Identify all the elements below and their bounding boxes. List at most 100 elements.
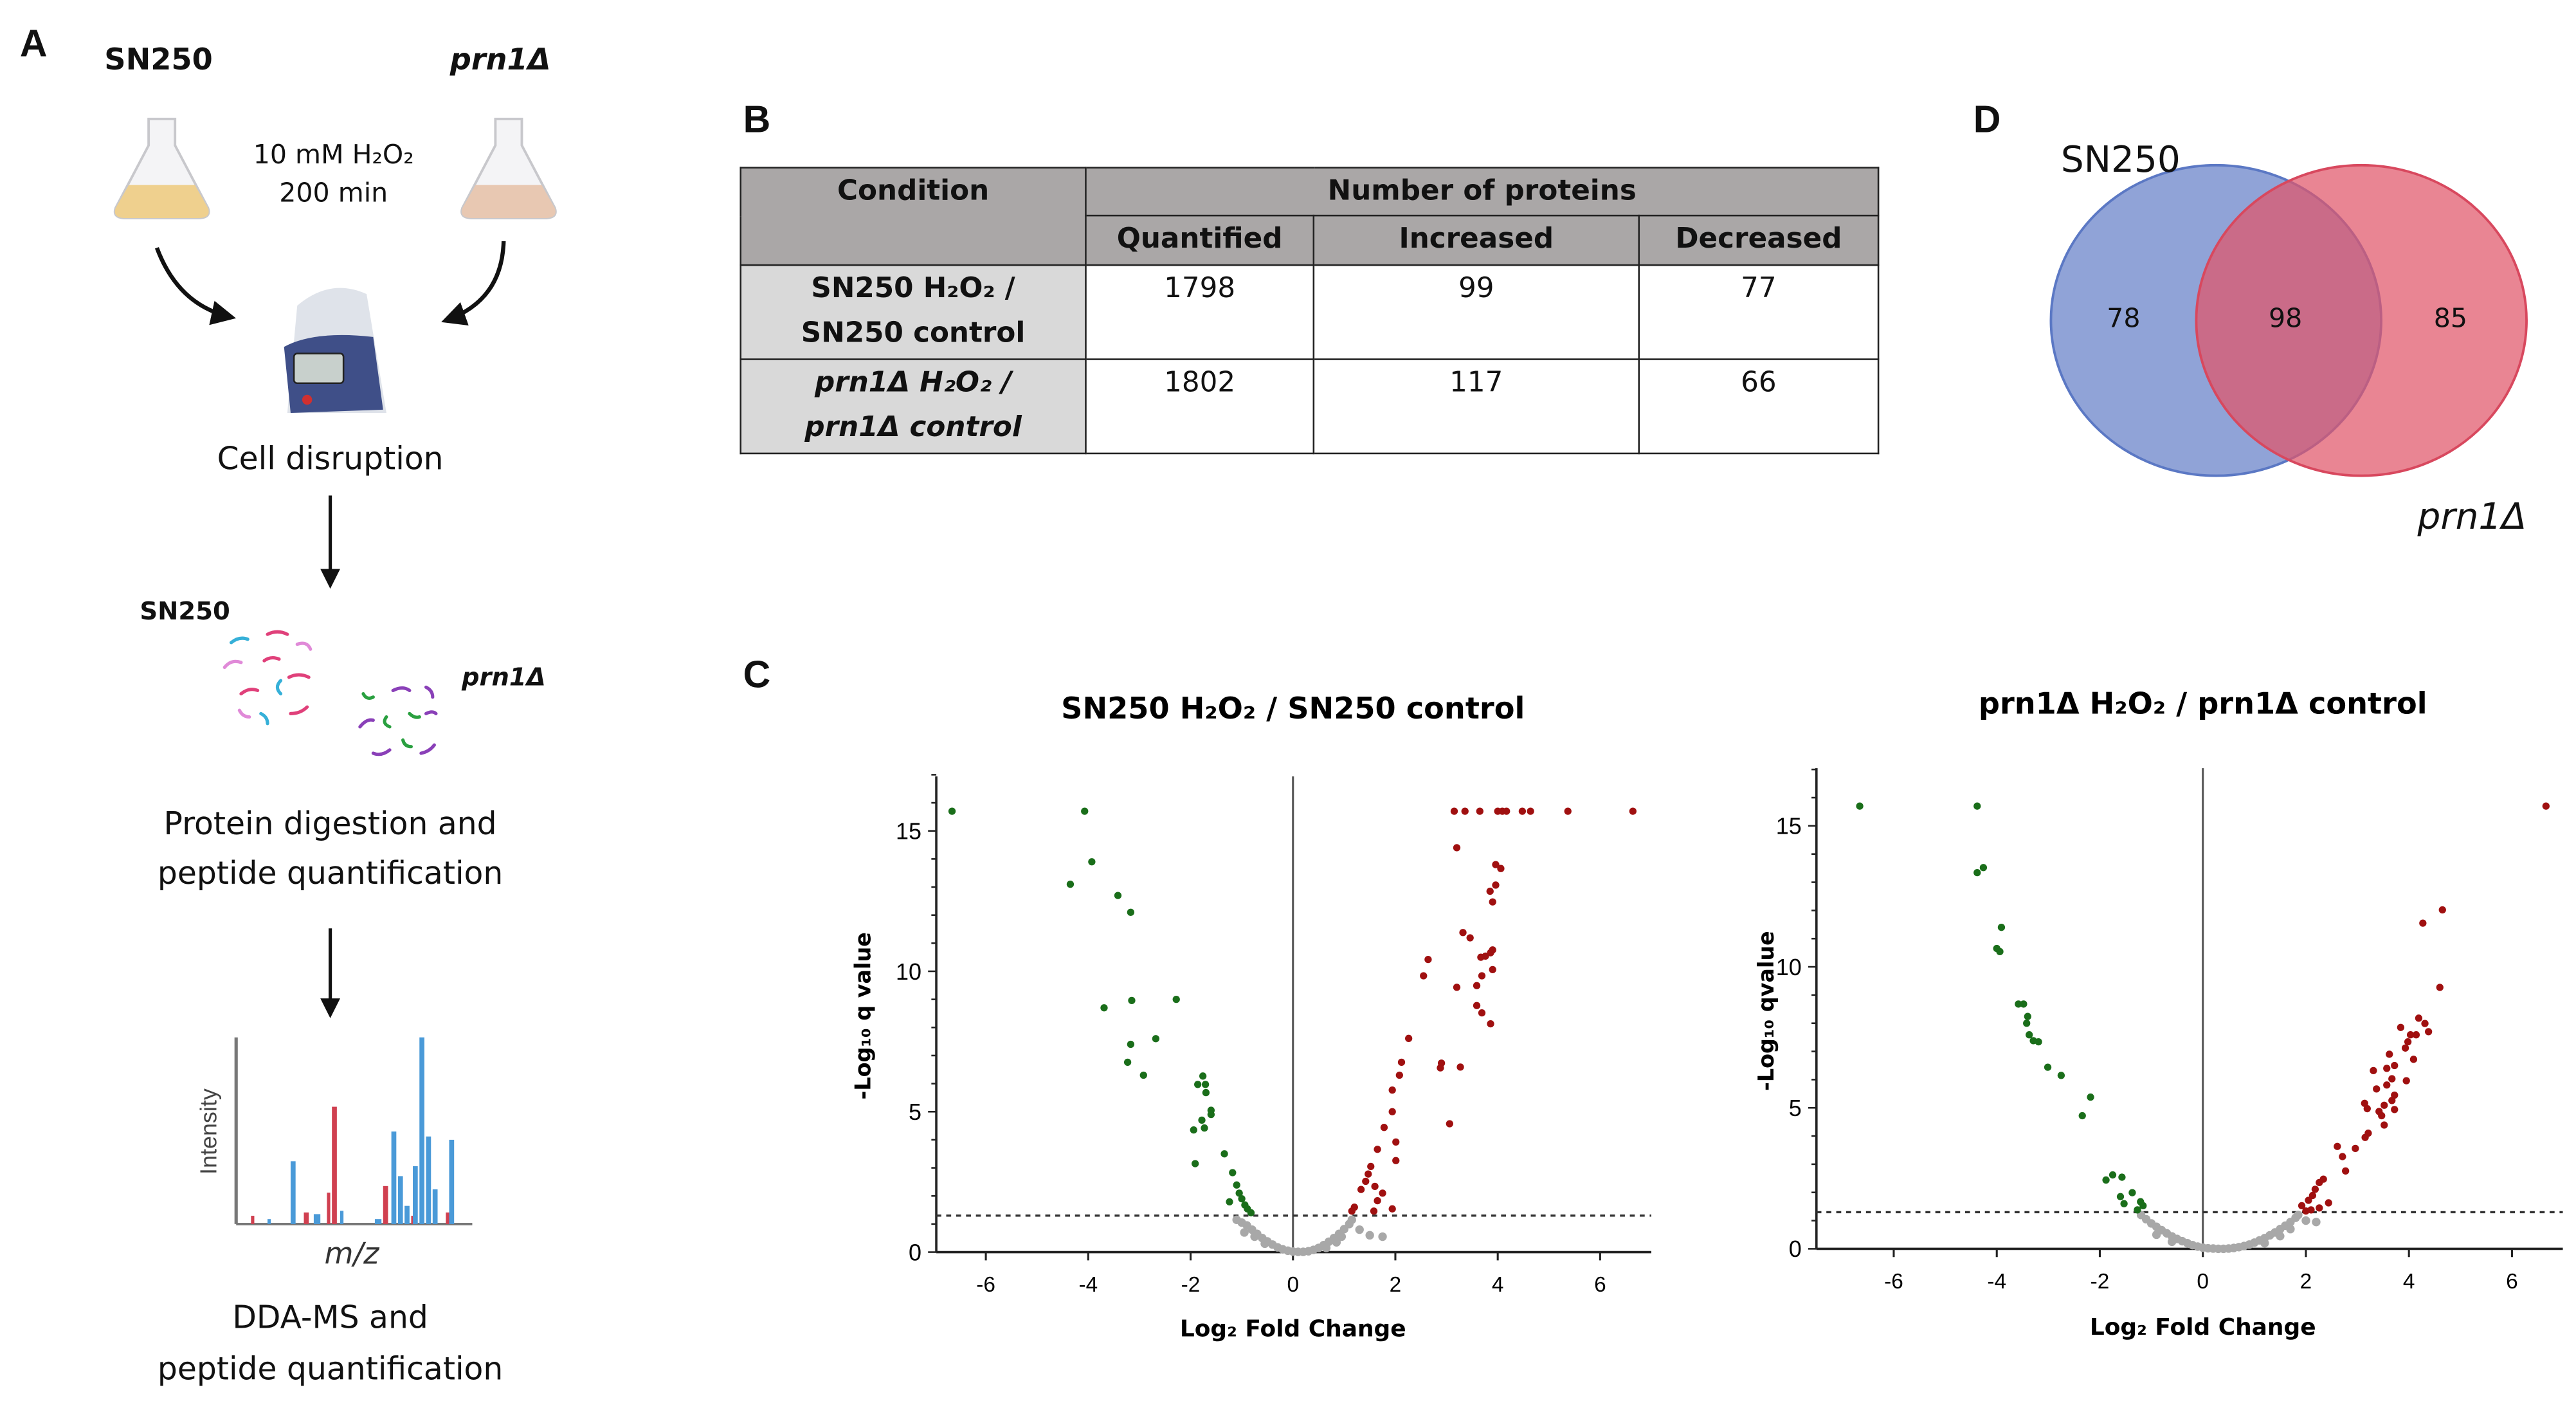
x-tick-label: 6 bbox=[2506, 1270, 2518, 1294]
data-point-decreased bbox=[1081, 807, 1089, 815]
data-point-not-significant bbox=[2286, 1225, 2295, 1234]
data-point-decreased bbox=[1152, 1035, 1160, 1043]
data-point-increased bbox=[1487, 1020, 1494, 1028]
panel-letter-d: D bbox=[1973, 98, 2001, 140]
step-ms-line2: peptide quantification bbox=[158, 1350, 503, 1387]
data-point-increased bbox=[2381, 1121, 2388, 1129]
data-point-increased bbox=[1473, 1002, 1481, 1009]
digest-strain-1: SN250 bbox=[140, 597, 230, 626]
data-point-increased bbox=[2419, 919, 2427, 927]
data-point-not-significant bbox=[1321, 1243, 1331, 1252]
data-point-increased bbox=[2409, 1056, 2418, 1063]
data-point-not-significant bbox=[1250, 1232, 1259, 1241]
data-point-increased bbox=[1518, 807, 1527, 815]
data-point-decreased bbox=[1139, 1071, 1147, 1079]
data-point-increased bbox=[2401, 1044, 2409, 1052]
data-point-decreased bbox=[2109, 1171, 2117, 1179]
header-condition: Condition bbox=[739, 167, 1087, 266]
panel-letter-b: B bbox=[743, 98, 771, 140]
data-point-increased bbox=[2542, 802, 2550, 810]
data-point-decreased bbox=[1973, 868, 1981, 877]
data-point-increased bbox=[2334, 1142, 2341, 1150]
treatment-duration: 200 min bbox=[279, 177, 388, 208]
x-tick-label: 2 bbox=[2300, 1270, 2312, 1294]
data-point-decreased bbox=[948, 807, 956, 815]
data-point-decreased bbox=[1979, 864, 1988, 872]
data-point-increased bbox=[2361, 1133, 2369, 1141]
data-point-increased bbox=[1374, 1197, 1381, 1205]
data-point-decreased bbox=[1194, 1081, 1202, 1088]
data-point-increased bbox=[1392, 1157, 1400, 1164]
data-point-decreased bbox=[2128, 1189, 2136, 1196]
x-tick-label: -6 bbox=[976, 1273, 995, 1297]
data-point-increased bbox=[2391, 1061, 2399, 1070]
data-point-decreased bbox=[1997, 924, 2006, 931]
data-point-increased bbox=[2402, 1077, 2410, 1085]
venn-diagram: SN250 prn1Δ 78 98 85 bbox=[2049, 139, 2528, 538]
data-point-decreased bbox=[1996, 948, 2004, 956]
data-point-decreased bbox=[2102, 1176, 2110, 1184]
digest-strain-2: prn1Δ bbox=[461, 663, 546, 692]
data-point-decreased bbox=[1172, 995, 1180, 1003]
arrow-icon bbox=[154, 247, 237, 325]
data-point-increased bbox=[1371, 1182, 1379, 1191]
data-point-not-significant bbox=[1355, 1225, 1364, 1234]
cell-quantified: 1798 bbox=[1085, 264, 1315, 360]
homogenizer-device-icon bbox=[284, 288, 386, 413]
data-point-decreased bbox=[1973, 802, 1981, 810]
data-point-increased bbox=[2316, 1178, 2323, 1187]
data-point-increased bbox=[1487, 949, 1494, 957]
data-point-increased bbox=[1374, 1146, 1381, 1153]
data-point-increased bbox=[2298, 1202, 2306, 1209]
data-point-not-significant bbox=[2312, 1218, 2321, 1227]
data-point-increased bbox=[2424, 1028, 2433, 1036]
data-point-decreased bbox=[2026, 1031, 2033, 1039]
cell-decreased: 77 bbox=[1638, 264, 1880, 360]
data-point-decreased bbox=[1247, 1209, 1255, 1217]
data-point-decreased bbox=[1123, 1058, 1132, 1067]
data-point-increased bbox=[1486, 887, 1494, 895]
data-point-increased bbox=[1489, 966, 1496, 974]
header-increased: Increased bbox=[1312, 214, 1640, 266]
condition-line1: prn1Δ H₂O₂ / bbox=[814, 367, 1012, 400]
data-point-increased bbox=[2316, 1204, 2323, 1212]
data-point-increased bbox=[1466, 934, 1474, 942]
data-point-increased bbox=[1446, 1120, 1453, 1128]
data-point-decreased bbox=[2134, 1206, 2141, 1214]
data-point-increased bbox=[2412, 1031, 2420, 1039]
data-point-increased bbox=[1388, 1205, 1396, 1213]
data-point-increased bbox=[2421, 1020, 2429, 1027]
spectrum-ylabel: Intensity bbox=[195, 1088, 221, 1175]
row-condition: prn1Δ H₂O₂ / prn1Δ control bbox=[739, 358, 1087, 455]
data-point-increased bbox=[1527, 807, 1534, 815]
data-point-decreased bbox=[2139, 1202, 2147, 1209]
data-point-decreased bbox=[1233, 1181, 1240, 1189]
x-tick-label: 6 bbox=[1594, 1273, 1606, 1297]
peptide-fragments-prn1-icon bbox=[358, 685, 438, 756]
plot-title: prn1Δ H₂O₂ / prn1Δ control bbox=[1979, 686, 2427, 720]
data-point-decreased bbox=[2116, 1193, 2125, 1200]
data-point-decreased bbox=[2118, 1173, 2126, 1181]
data-point-decreased bbox=[1241, 1201, 1249, 1209]
venn-count-sn250-only: 78 bbox=[2107, 302, 2140, 333]
data-point-increased bbox=[1489, 898, 1496, 906]
data-point-decreased bbox=[2057, 1072, 2065, 1079]
data-point-not-significant bbox=[1347, 1215, 1356, 1225]
data-point-not-significant bbox=[1332, 1238, 1341, 1247]
header-quantified: Quantified bbox=[1085, 214, 1315, 266]
data-point-not-significant bbox=[2294, 1211, 2303, 1220]
x-tick-label: -6 bbox=[1884, 1270, 1903, 1294]
y-axis-label: -Log₁₀ q value bbox=[850, 932, 875, 1099]
data-point-increased bbox=[1450, 807, 1458, 815]
data-point-not-significant bbox=[1240, 1228, 1249, 1237]
table-row: SN250 H₂O₂ / SN250 control 1798 99 77 bbox=[739, 264, 1880, 360]
data-point-decreased bbox=[1192, 1160, 1199, 1168]
y-tick-label: 15 bbox=[1776, 813, 1802, 839]
data-point-increased bbox=[1503, 807, 1510, 815]
x-tick-label: 0 bbox=[2197, 1270, 2209, 1294]
volcano-plot-prn1: prn1Δ H₂O₂ / prn1Δ control -Log₁₀ qvalue… bbox=[1754, 686, 2563, 1341]
x-tick-label: 0 bbox=[1287, 1273, 1299, 1297]
data-point-increased bbox=[1473, 982, 1481, 989]
data-point-increased bbox=[2339, 1153, 2346, 1160]
workflow-strain-1: SN250 bbox=[104, 42, 212, 77]
